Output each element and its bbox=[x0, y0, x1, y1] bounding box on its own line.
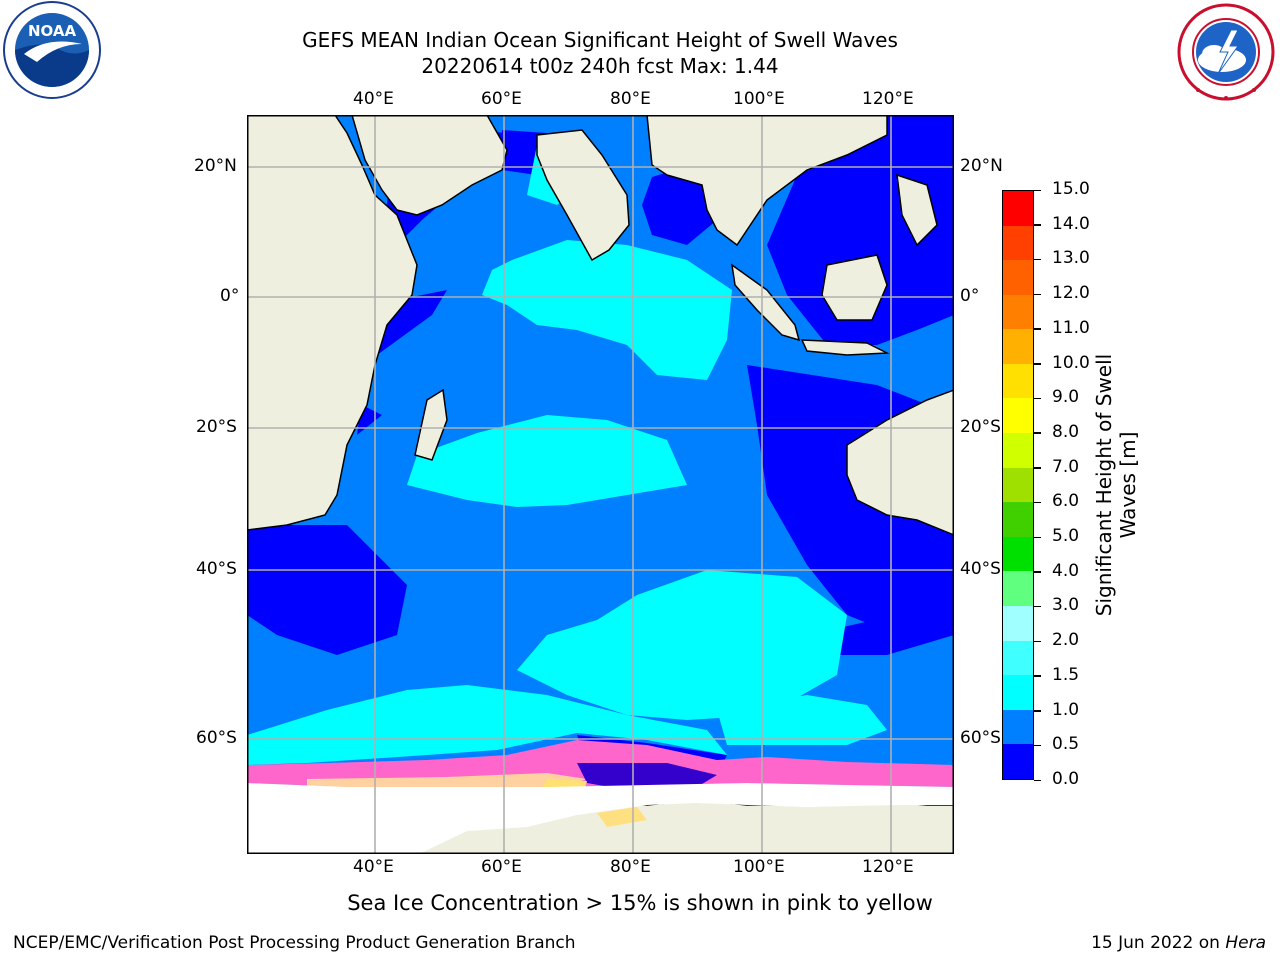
footer-credit: NCEP/EMC/Verification Post Processing Pr… bbox=[13, 933, 576, 953]
colorbar-tick-mark bbox=[1034, 710, 1041, 712]
colorbar-segment bbox=[1003, 571, 1033, 607]
colorbar-tick-label: 4.0 bbox=[1052, 560, 1080, 581]
colorbar-segment bbox=[1003, 329, 1033, 364]
lat-label-left-0: 0° bbox=[220, 286, 240, 306]
lat-label-left-60s: 60°S bbox=[196, 728, 237, 748]
colorbar-tick-mark bbox=[1034, 467, 1041, 469]
lat-label-left-20n: 20°N bbox=[194, 156, 237, 176]
colorbar-tick-mark bbox=[1034, 397, 1041, 400]
colorbar-segment bbox=[1003, 398, 1033, 434]
colorbar-segment bbox=[1003, 260, 1033, 295]
colorbar-tick-label: 13.0 bbox=[1052, 248, 1090, 269]
colorbar-tick-mark bbox=[1034, 501, 1041, 504]
colorbar-tick-mark bbox=[1034, 432, 1041, 434]
colorbar-label-line2: Waves [m] bbox=[1116, 431, 1140, 539]
ocean-map[interactable] bbox=[247, 115, 954, 854]
map-subtitle: 20220614 t00z 240h fcst Max: 1.44 bbox=[421, 54, 779, 78]
colorbar-tick-label: 6.0 bbox=[1052, 491, 1080, 512]
lon-label-bottom-40e: 40°E bbox=[353, 857, 394, 877]
lat-label-right-60s: 60°S bbox=[960, 728, 1001, 748]
lon-label-bottom-120e: 120°E bbox=[862, 857, 914, 877]
map-title: GEFS MEAN Indian Ocean Significant Heigh… bbox=[302, 28, 898, 52]
lat-label-right-20n: 20°N bbox=[960, 156, 1003, 176]
colorbar-segment bbox=[1003, 225, 1033, 261]
colorbar-segment bbox=[1003, 744, 1033, 779]
colorbar-segment bbox=[1003, 640, 1033, 676]
colorbar-tick-label: 14.0 bbox=[1052, 213, 1090, 234]
colorbar-tick-mark bbox=[1034, 189, 1041, 191]
colorbar-tick-mark bbox=[1034, 605, 1041, 608]
colorbar-tick-label: 9.0 bbox=[1052, 387, 1080, 408]
colorbar-tick-mark bbox=[1034, 258, 1041, 261]
colorbar-segment bbox=[1003, 536, 1033, 572]
colorbar-segment bbox=[1003, 502, 1033, 537]
colorbar-tick-mark bbox=[1034, 640, 1041, 643]
colorbar-tick-label: 0.0 bbox=[1052, 769, 1080, 789]
colorbar-tick-mark bbox=[1034, 571, 1041, 573]
lat-label-right-0: 0° bbox=[960, 286, 980, 306]
colorbar-tick-label: 12.0 bbox=[1052, 283, 1090, 304]
lon-label-top-80e: 80°E bbox=[610, 89, 651, 109]
colorbar-segment bbox=[1003, 606, 1033, 641]
lat-label-left-40s: 40°S bbox=[196, 559, 237, 579]
colorbar bbox=[1002, 190, 1034, 780]
colorbar-tick-mark bbox=[1034, 744, 1041, 747]
noaa-logo-text: NOAA bbox=[28, 22, 77, 40]
lat-label-left-20s: 20°S bbox=[196, 417, 237, 437]
footer-date-text: 15 Jun 2022 on bbox=[1091, 933, 1226, 953]
lon-label-top-100e: 100°E bbox=[733, 89, 785, 109]
colorbar-tick-label: 1.0 bbox=[1052, 699, 1080, 720]
colorbar-tick-label: 10.0 bbox=[1052, 352, 1090, 373]
lon-label-top-120e: 120°E bbox=[862, 89, 914, 109]
lon-label-bottom-80e: 80°E bbox=[610, 857, 651, 877]
swell-mid-regions bbox=[247, 145, 887, 765]
colorbar-tick-mark bbox=[1034, 224, 1041, 226]
colorbar-tick-mark bbox=[1034, 363, 1041, 365]
lon-label-top-40e: 40°E bbox=[353, 89, 394, 109]
colorbar-tick-label: 11.0 bbox=[1052, 317, 1090, 338]
colorbar-tick-label: 8.0 bbox=[1052, 421, 1080, 442]
colorbar-tick-label: 3.0 bbox=[1052, 595, 1080, 616]
colorbar-tick-label: 15.0 bbox=[1052, 179, 1090, 199]
colorbar-tick-label: 1.5 bbox=[1052, 664, 1080, 685]
colorbar-tick-mark bbox=[1034, 293, 1041, 296]
colorbar-tick-label: 2.0 bbox=[1052, 630, 1080, 651]
colorbar-tick-mark bbox=[1034, 328, 1041, 330]
colorbar-segment bbox=[1003, 709, 1033, 745]
colorbar-label-line1: Significant Height of Swell bbox=[1092, 353, 1116, 617]
lon-label-bottom-100e: 100°E bbox=[733, 857, 785, 877]
colorbar-ticks: 0.0 0.5 1.0 1.5 2.0 3.0 4.0 5.0 6.0 7.0 8.0 9.0 10.0… bbox=[1034, 179, 1094, 789]
colorbar-segment bbox=[1003, 294, 1033, 330]
colorbar-tick-mark bbox=[1034, 536, 1041, 539]
colorbar-segment bbox=[1003, 675, 1033, 710]
footer-host: Hera bbox=[1225, 933, 1266, 953]
colorbar-tick-mark bbox=[1034, 779, 1041, 781]
colorbar-segment bbox=[1003, 363, 1033, 399]
lat-label-right-20s: 20°S bbox=[960, 417, 1001, 437]
gridlines bbox=[247, 115, 954, 854]
colorbar-tick-mark bbox=[1034, 675, 1041, 677]
colorbar-tick-label: 7.0 bbox=[1052, 456, 1080, 477]
colorbar-segment bbox=[1003, 190, 1033, 226]
lon-label-top-60e: 60°E bbox=[481, 89, 522, 109]
colorbar-tick-label: 5.0 bbox=[1052, 526, 1080, 547]
map-frame bbox=[247, 115, 954, 854]
nws-logo bbox=[1176, 2, 1276, 102]
lon-label-bottom-60e: 60°E bbox=[481, 857, 522, 877]
colorbar-segment bbox=[1003, 467, 1033, 503]
footer-date: 15 Jun 2022 on Hera bbox=[1091, 933, 1266, 953]
sea-ice-note: Sea Ice Concentration > 15% is shown in … bbox=[347, 891, 933, 915]
ice-shelf bbox=[247, 783, 954, 854]
lat-label-right-40s: 40°S bbox=[960, 559, 1001, 579]
colorbar-tick-label: 0.5 bbox=[1052, 734, 1080, 755]
noaa-logo: NOAA bbox=[2, 0, 102, 100]
colorbar-segment bbox=[1003, 433, 1033, 468]
